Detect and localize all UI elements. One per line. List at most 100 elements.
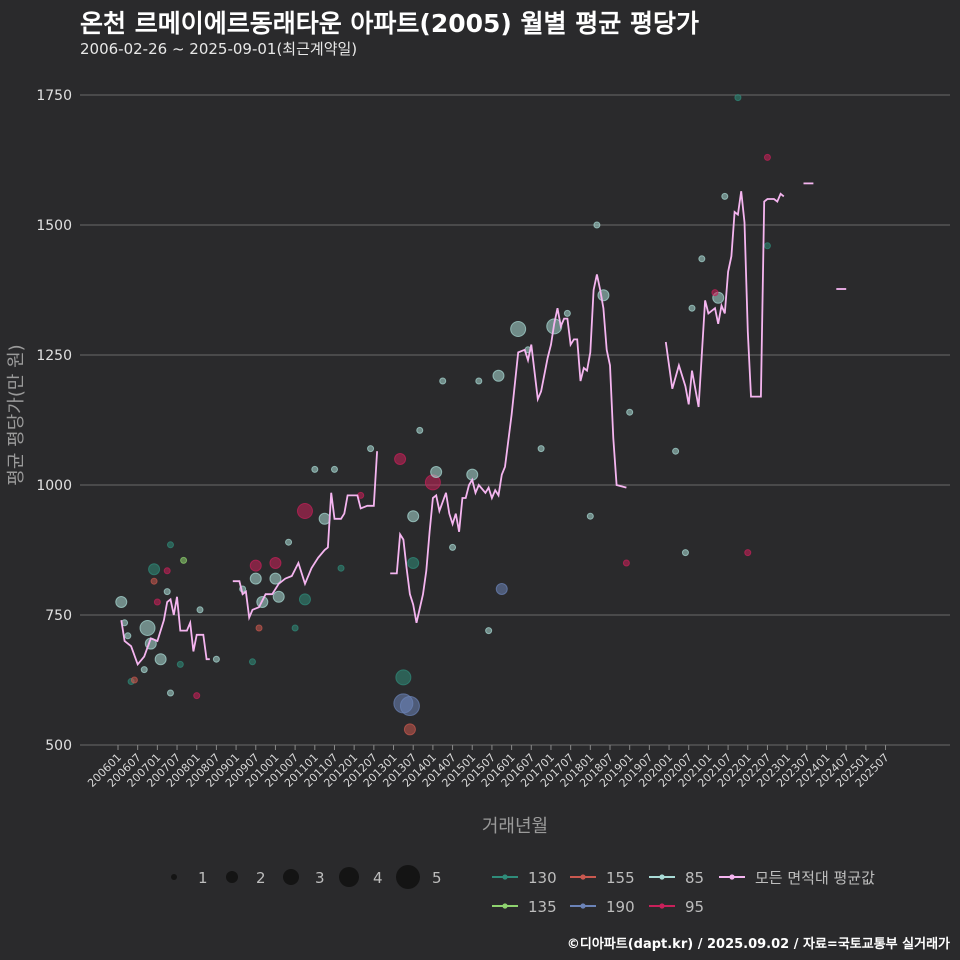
grid-layer: [80, 94, 950, 746]
y-tick-label: 1000: [36, 478, 72, 494]
data-point-85: [593, 221, 601, 229]
data-point-130: [395, 669, 412, 686]
data-point-95: [269, 557, 282, 569]
data-point-130: [763, 242, 771, 250]
data-point-85: [115, 596, 128, 608]
data-point-85: [196, 606, 204, 614]
chart-subtitle: 2006-02-26 ~ 2025-09-01(최근계약일): [80, 40, 358, 58]
data-point-130: [148, 563, 161, 576]
data-point-85: [285, 538, 293, 546]
data-point-85: [140, 666, 148, 674]
data-point-95: [763, 153, 771, 161]
data-point-130: [407, 557, 420, 569]
size-legend-marker: [396, 865, 420, 889]
series-legend-label: 135: [528, 898, 557, 916]
data-point-95: [711, 289, 719, 297]
data-point-130: [166, 541, 174, 549]
data-point-85: [330, 465, 338, 473]
y-tick-label: 500: [45, 738, 72, 754]
series-legend-marker: [502, 903, 508, 909]
source-footer: ©디아파트(dapt.kr) / 2025.09.02 / 자료=국토교통부 실…: [566, 937, 950, 952]
series-legend-label: 95: [685, 898, 704, 916]
chart-title: 온천 르메이에르동래타운 아파트(2005) 월별 평균 평당가: [80, 9, 699, 38]
data-point-85: [272, 590, 285, 603]
data-point-85: [249, 572, 262, 585]
data-point-95: [153, 598, 161, 606]
size-legend-label: 2: [256, 869, 266, 887]
data-point-85: [439, 377, 447, 385]
data-point-85: [139, 620, 156, 636]
size-legend-marker: [226, 871, 238, 883]
data-point-85: [212, 655, 220, 663]
y-tick-label: 1250: [36, 348, 72, 364]
size-legend-label: 3: [315, 869, 325, 887]
series-legend-label: 155: [606, 869, 635, 887]
series-legend-marker: [659, 874, 665, 880]
series-legend-label: 130: [528, 869, 557, 887]
data-point-130: [248, 658, 256, 666]
data-point-130: [298, 593, 311, 606]
data-point-155: [403, 723, 416, 736]
data-point-85: [698, 255, 706, 263]
data-point-85: [430, 466, 443, 478]
series-legend-marker: [729, 874, 735, 880]
y-tick-label: 1750: [36, 88, 72, 104]
data-point-190: [495, 583, 508, 595]
data-point-85: [672, 447, 680, 455]
size-legend-label: 1: [198, 869, 208, 887]
data-point-85: [407, 510, 420, 523]
y-axis-title: 평균 평당가(만 원): [6, 344, 27, 485]
data-point-85: [166, 689, 174, 697]
data-point-155: [130, 676, 138, 684]
data-point-95: [193, 692, 201, 700]
series-legend-label: 85: [685, 869, 704, 887]
data-point-135: [180, 556, 188, 564]
data-point-85: [416, 426, 424, 434]
data-point-190: [399, 696, 420, 716]
data-point-85: [626, 408, 634, 416]
data-point-85: [537, 445, 545, 453]
data-point-85: [318, 512, 331, 525]
data-point-130: [734, 94, 742, 102]
y-tick-layer: 500 750 1000 1250 1500 1750: [36, 88, 72, 754]
data-point-85: [681, 549, 689, 557]
series-legend-marker: [580, 903, 586, 909]
series-legend-marker: [659, 903, 665, 909]
size-legend-marker: [339, 867, 359, 887]
data-point-95: [249, 559, 262, 572]
data-point-85: [475, 377, 483, 385]
data-point-85: [563, 309, 571, 317]
series-legend-label: 190: [606, 898, 635, 916]
data-point-85: [367, 445, 375, 453]
data-point-85: [124, 632, 132, 640]
data-point-130: [291, 624, 299, 632]
data-point-85: [688, 304, 696, 312]
data-point-95: [744, 549, 752, 557]
avg-line: [390, 274, 627, 623]
data-point-85: [485, 627, 493, 635]
data-point-85: [721, 192, 729, 200]
data-point-85: [163, 588, 171, 596]
legend: 1 2 3 4 5 130 155 85 모든 면적대 평균값 135 190 95: [171, 865, 875, 916]
data-point-155: [150, 577, 158, 585]
series-legend-marker: [502, 874, 508, 880]
data-point-85: [311, 465, 319, 473]
x-axis-title: 거래년월: [482, 816, 548, 837]
data-point-85: [154, 653, 167, 666]
data-point-85: [492, 369, 505, 382]
avg-line: [664, 191, 785, 408]
data-point-85: [510, 321, 527, 337]
size-legend-label: 5: [432, 869, 442, 887]
data-point-95: [163, 567, 171, 575]
y-tick-label: 1500: [36, 218, 72, 234]
avg-line: [232, 451, 378, 622]
size-legend-label: 4: [373, 869, 383, 887]
data-point-95: [622, 559, 630, 567]
avg-line: [120, 596, 210, 667]
data-point-155: [255, 624, 263, 632]
x-tick-layer: 2006012006072007012007072008012008072009…: [85, 745, 892, 790]
data-point-85: [269, 572, 282, 585]
data-point-95: [394, 453, 407, 465]
data-point-130: [337, 564, 345, 572]
